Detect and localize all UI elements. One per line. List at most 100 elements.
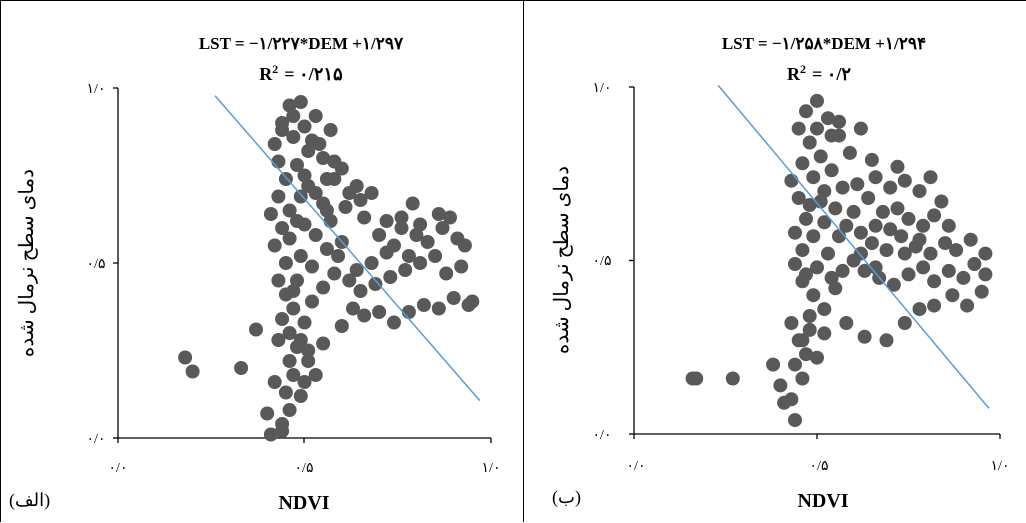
data-point xyxy=(813,149,828,164)
data-point xyxy=(353,193,368,207)
data-point xyxy=(271,333,286,347)
data-point xyxy=(327,172,342,186)
data-point xyxy=(883,180,898,195)
data-point xyxy=(379,245,394,260)
data-point xyxy=(927,298,942,313)
data-point xyxy=(275,123,290,137)
data-point xyxy=(788,225,802,240)
data-point xyxy=(923,170,938,185)
data-point xyxy=(308,109,323,123)
data-point xyxy=(178,350,193,365)
data-point xyxy=(394,210,409,225)
data-point xyxy=(817,215,832,230)
data-point xyxy=(420,235,435,249)
data-point xyxy=(431,301,446,316)
data-point xyxy=(978,246,993,261)
data-point xyxy=(331,249,346,263)
data-point xyxy=(846,204,861,219)
data-point xyxy=(319,203,334,218)
data-point xyxy=(864,236,879,251)
data-point xyxy=(791,121,806,136)
data-point xyxy=(799,104,813,119)
data-point xyxy=(784,392,799,407)
data-point xyxy=(927,274,942,289)
data-point xyxy=(439,266,454,281)
data-point xyxy=(978,267,993,282)
data-point xyxy=(185,364,200,379)
data-point xyxy=(901,211,916,226)
data-point xyxy=(828,201,843,216)
data-point xyxy=(301,144,316,158)
data-point xyxy=(357,308,372,323)
data-point xyxy=(817,326,832,341)
data-point xyxy=(799,211,813,226)
data-point xyxy=(387,315,401,330)
data-point xyxy=(342,186,357,200)
x-axis-label: NDVI xyxy=(278,492,329,514)
data-point xyxy=(916,260,931,275)
data-point xyxy=(286,301,301,316)
y-tick-label: ۰/۵ xyxy=(593,254,612,269)
data-point xyxy=(824,163,839,178)
data-point xyxy=(912,302,927,317)
x-tick-label: ۰/۵ xyxy=(810,459,829,474)
data-point xyxy=(372,228,387,242)
data-point xyxy=(416,298,431,312)
data-point xyxy=(267,375,282,389)
data-point xyxy=(853,121,868,136)
data-point xyxy=(784,316,799,330)
data-point xyxy=(327,154,342,169)
regression-equation: LST = −۱/۲۲۷*DEM +۱/۲۹۷ xyxy=(199,34,404,53)
data-point xyxy=(788,257,802,271)
data-point xyxy=(842,145,857,160)
data-point xyxy=(821,111,835,126)
data-point xyxy=(465,294,480,309)
y-tick-label: ۱/۰ xyxy=(87,82,106,97)
data-point xyxy=(788,413,802,428)
data-point xyxy=(435,221,450,235)
data-point xyxy=(368,277,383,291)
data-point xyxy=(824,128,839,143)
y-tick-label: ۰/۵ xyxy=(87,257,106,272)
chart-panel-b: LST = −۱/۲۵۸*DEM +۱/۲۹۴ R2 = ۰/۲ ۱/۰ ۰/۵ … xyxy=(524,0,1026,522)
data-point xyxy=(398,263,413,277)
data-point xyxy=(766,357,781,372)
data-point xyxy=(894,229,909,244)
data-point xyxy=(795,156,810,171)
data-points-group xyxy=(178,95,480,442)
data-point xyxy=(305,294,319,309)
data-point xyxy=(956,270,971,285)
data-point xyxy=(839,218,854,233)
data-point xyxy=(409,228,424,242)
r-squared-label: R2 = ۰/۲ xyxy=(787,62,851,84)
data-point xyxy=(941,218,956,233)
data-point xyxy=(883,222,898,237)
data-point xyxy=(364,256,379,270)
data-point xyxy=(267,137,282,151)
data-point xyxy=(278,256,293,270)
x-tick-label: ۰/۰ xyxy=(109,461,128,476)
data-point xyxy=(923,246,938,261)
data-point xyxy=(357,210,372,225)
data-point xyxy=(286,109,301,123)
regression-equation: LST = −۱/۲۵۸*DEM +۱/۲۹۴ xyxy=(722,34,926,53)
data-point xyxy=(278,385,293,400)
data-point xyxy=(308,228,323,242)
data-point xyxy=(443,210,457,225)
data-point xyxy=(271,154,286,169)
data-point xyxy=(886,277,901,292)
data-point xyxy=(802,198,817,212)
data-point xyxy=(689,371,704,386)
data-point xyxy=(249,322,263,337)
x-axis-label: NDVI xyxy=(797,490,848,512)
data-point xyxy=(290,273,304,288)
data-point xyxy=(949,243,964,258)
data-point xyxy=(293,189,308,204)
data-point xyxy=(897,173,912,188)
data-point xyxy=(795,371,810,386)
data-point xyxy=(286,368,301,382)
data-point xyxy=(379,214,394,228)
data-point xyxy=(868,170,883,185)
data-point xyxy=(890,159,905,174)
panel-label: (ب) xyxy=(552,487,581,508)
